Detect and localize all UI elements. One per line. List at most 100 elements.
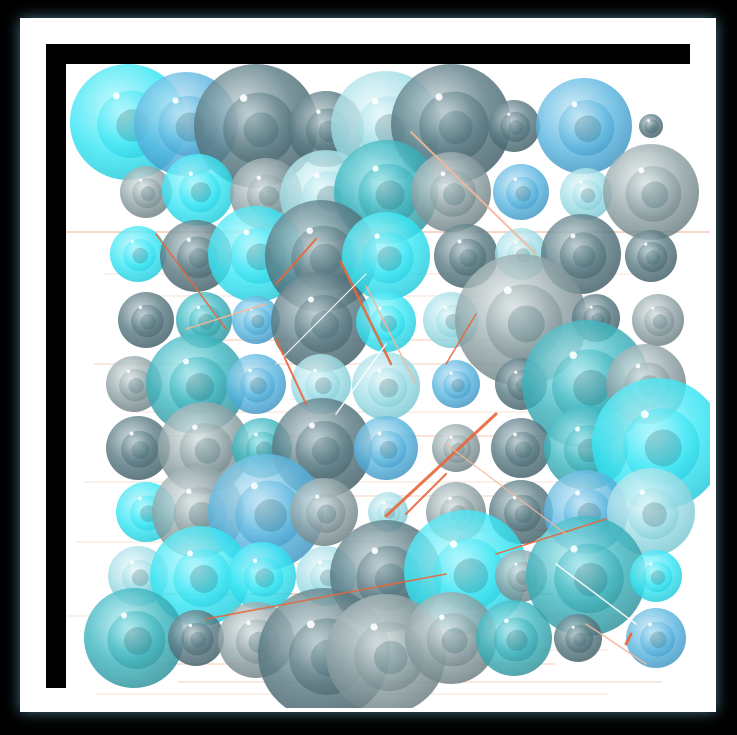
circle-highlight [589, 305, 593, 309]
circle-highlight [371, 97, 379, 105]
circle-inner-ring [449, 238, 487, 276]
circle-highlight [440, 171, 446, 177]
circle-highlight [192, 424, 198, 431]
circle-inner-ring [119, 368, 152, 402]
circle-highlight [129, 431, 134, 436]
circle-core [574, 115, 602, 143]
circle-inner-ring [107, 611, 166, 669]
circle-highlight [648, 622, 652, 627]
circle-core [188, 248, 209, 269]
circle-highlight [138, 496, 142, 501]
circle-core [573, 369, 610, 406]
circle-highlight [371, 547, 379, 555]
circle-inner-ring [243, 307, 272, 335]
circle-highlight [514, 562, 518, 566]
circle-highlight [571, 101, 578, 108]
circle-highlight [316, 109, 321, 115]
circle-highlight [186, 488, 192, 495]
circle-highlight [187, 550, 193, 557]
circle-inner-ring [223, 92, 296, 165]
circle-core [645, 250, 661, 265]
circle-core [508, 120, 524, 135]
circle-core [131, 440, 150, 459]
circle-core [190, 565, 218, 593]
circle-highlight [374, 233, 380, 239]
circle-highlight [448, 496, 452, 501]
accent-stroke [339, 260, 393, 366]
circle-inner-ring [426, 613, 480, 667]
circle-core [379, 440, 398, 459]
circle-core [648, 123, 656, 131]
circle-core [254, 499, 287, 532]
circle-highlight [651, 306, 655, 310]
accent-stroke [555, 563, 637, 625]
circle-core [132, 247, 149, 264]
circle-highlight [370, 623, 378, 631]
circle-inner-ring [627, 488, 679, 540]
circle-highlight [449, 435, 453, 439]
circle-highlight [570, 545, 578, 553]
circle-highlight [635, 363, 641, 369]
circle-core [375, 180, 405, 210]
circle-highlight [649, 562, 653, 566]
circle-highlight [435, 93, 443, 101]
circle-inner-ring [558, 100, 615, 156]
circle-highlight [318, 560, 322, 565]
circle-inner-ring [572, 179, 603, 211]
accent-stroke [445, 443, 567, 535]
circle-core [256, 441, 273, 459]
circle-core [251, 314, 265, 329]
circle-core [374, 640, 408, 675]
circle-inner-ring [240, 367, 275, 403]
circle-highlight [308, 296, 314, 303]
circle-highlight [130, 560, 134, 565]
circle-highlight [309, 422, 315, 429]
circle-core [250, 377, 267, 395]
circle-core [312, 437, 340, 465]
circle-inner-ring [243, 557, 284, 598]
circle-highlight [507, 112, 511, 116]
circle-highlight [188, 171, 193, 176]
circle-inner-ring [554, 543, 624, 614]
circle-highlight [372, 165, 379, 172]
circle-inner-ring [500, 111, 531, 143]
circle-inner-ring [295, 421, 354, 479]
circle-highlight [256, 175, 261, 180]
circle-core [128, 377, 145, 394]
accent-stroke [275, 238, 317, 285]
circle-highlight [183, 358, 189, 365]
circle-highlight [640, 410, 649, 419]
circle-core [451, 378, 465, 393]
accent-strokes [155, 131, 647, 665]
circle-highlight [575, 490, 581, 496]
circle-core [140, 186, 156, 201]
circle-core [190, 631, 207, 648]
circle-core [243, 112, 279, 148]
circle-highlight [112, 92, 120, 100]
circle-core [380, 315, 397, 333]
circle-inner-ring [625, 166, 682, 222]
circle-highlight [439, 614, 445, 621]
circle-highlight [306, 227, 314, 235]
circle-highlight [503, 286, 512, 295]
circle-highlight [126, 369, 131, 374]
circle-inner-ring [644, 119, 659, 134]
circle-core [255, 568, 275, 588]
circle-highlight [306, 620, 315, 629]
circle-inner-ring [305, 493, 346, 534]
circle-inner-ring [504, 494, 542, 532]
circle-inner-ring [640, 621, 675, 657]
circle-core [650, 570, 666, 585]
accent-stroke [275, 273, 367, 365]
circle-inner-ring [362, 232, 414, 284]
circle-highlight [314, 172, 320, 179]
accent-stroke [410, 131, 537, 255]
circle-core [140, 313, 157, 330]
circle-inner-ring [169, 357, 228, 415]
circle-highlight [513, 432, 517, 437]
abstract-circles-artwork [66, 64, 710, 708]
accent-stroke [275, 338, 307, 405]
circle-core [453, 558, 489, 594]
circle-inner-ring [176, 236, 219, 279]
accent-stroke [405, 473, 447, 515]
